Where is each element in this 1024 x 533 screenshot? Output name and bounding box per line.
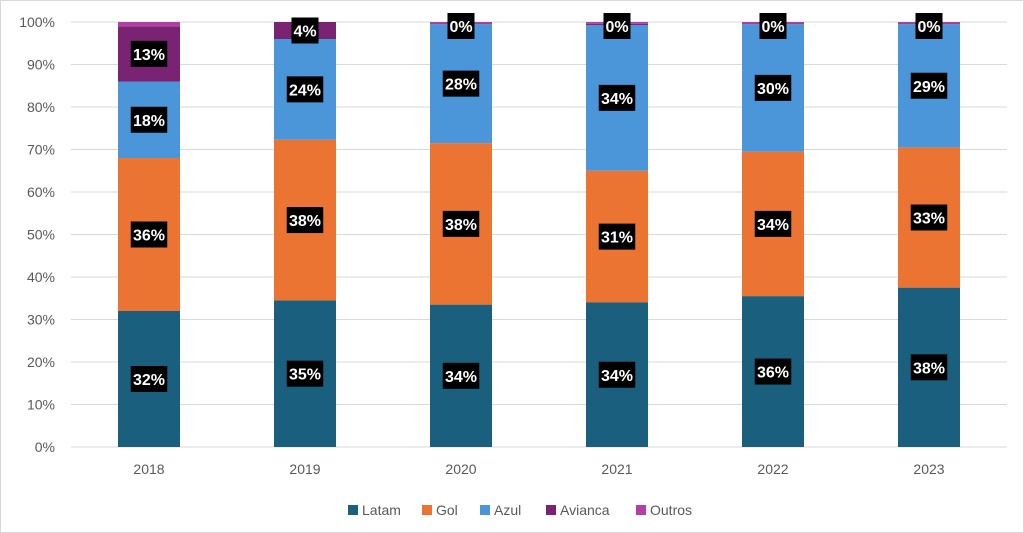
y-tick-label: 50% — [27, 227, 55, 243]
legend-label-azul: Azul — [494, 502, 521, 518]
y-tick-label: 80% — [27, 99, 55, 115]
data-label-latam: 34% — [445, 369, 477, 386]
bar-stack-2018: 32% 36% 18% 13% — [118, 22, 180, 447]
data-label-gol: 38% — [289, 213, 321, 230]
data-label-box — [442, 210, 480, 237]
legend: Latam Gol Azul Avianca Outros — [348, 502, 692, 518]
data-label-azul: 24% — [289, 82, 321, 99]
data-label-latam: 32% — [133, 372, 165, 389]
data-label-box — [754, 74, 792, 101]
legend-label-avianca: Avianca — [560, 502, 610, 518]
data-label-box — [286, 76, 324, 103]
data-label-latam: 35% — [289, 367, 321, 384]
x-tick-label: 2023 — [913, 461, 944, 477]
legend-swatch-azul — [480, 505, 490, 515]
data-label-gol: 38% — [445, 217, 477, 234]
y-tick-label: 60% — [27, 184, 55, 200]
data-label-azul: 18% — [133, 113, 165, 130]
data-label-latam: 34% — [601, 368, 633, 385]
data-label-box — [130, 106, 168, 133]
data-label-box — [130, 366, 168, 392]
bar-stack-2021: 34% 31% 34% 0% — [586, 13, 648, 447]
data-label-avianca: 0% — [605, 19, 628, 36]
x-tick-label: 2021 — [601, 461, 632, 477]
legend-swatch-gol — [422, 505, 432, 515]
data-label-box — [291, 17, 319, 44]
data-label-box — [130, 40, 168, 67]
data-label-box — [910, 72, 948, 99]
data-label-box — [442, 362, 480, 389]
data-label-box — [910, 354, 948, 381]
data-label-gol: 36% — [133, 228, 165, 245]
data-label-avianca: 0% — [917, 19, 940, 36]
data-label-box — [915, 13, 943, 39]
data-label-latam: 38% — [913, 360, 945, 377]
bar-outros-2018 — [118, 22, 180, 27]
data-label-avianca: 4% — [293, 24, 316, 41]
data-label-gol: 34% — [757, 217, 789, 234]
data-label-azul: 28% — [445, 77, 477, 94]
x-tick-label: 2018 — [133, 461, 164, 477]
legend-label-outros: Outros — [650, 502, 692, 518]
y-tick-label: 100% — [19, 14, 55, 30]
data-label-avianca: 0% — [449, 19, 472, 36]
legend-swatch-avianca — [546, 505, 556, 515]
data-label-box — [130, 221, 168, 248]
data-label-box — [598, 84, 636, 111]
data-label-gol: 31% — [601, 230, 633, 247]
data-label-box — [754, 358, 792, 385]
y-tick-label: 40% — [27, 269, 55, 285]
data-label-box — [603, 13, 631, 39]
data-label-box — [598, 361, 636, 388]
y-tick-label: 20% — [27, 354, 55, 370]
data-label-box — [598, 223, 636, 250]
data-label-box — [754, 210, 792, 237]
data-label-azul: 30% — [757, 81, 789, 98]
y-tick-label: 0% — [35, 439, 55, 455]
y-tick-label: 30% — [27, 312, 55, 328]
data-label-box — [442, 70, 480, 97]
x-tick-label: 2022 — [757, 461, 788, 477]
data-label-avianca: 13% — [133, 47, 165, 64]
data-label-box — [286, 207, 324, 234]
legend-label-latam: Latam — [362, 502, 401, 518]
bar-stack-2023: 38% 33% 29% 0% — [898, 13, 960, 447]
data-label-box — [759, 13, 787, 39]
data-label-box — [286, 360, 324, 387]
legend-label-gol: Gol — [436, 502, 458, 518]
x-tick-label: 2020 — [445, 461, 476, 477]
bar-stack-2022: 36% 34% 30% 0% — [742, 13, 804, 447]
bar-stack-2019: 35% 38% 24% 4% — [274, 17, 336, 447]
y-tick-label: 10% — [27, 397, 55, 413]
data-label-gol: 33% — [913, 211, 945, 228]
legend-swatch-outros — [636, 505, 646, 515]
data-label-azul: 29% — [913, 79, 945, 96]
data-label-azul: 34% — [601, 91, 633, 108]
data-label-latam: 36% — [757, 365, 789, 382]
data-label-box — [447, 13, 475, 39]
y-tick-label: 90% — [27, 57, 55, 73]
y-tick-label: 70% — [27, 142, 55, 158]
x-tick-label: 2019 — [289, 461, 320, 477]
bar-stack-2020: 34% 38% 28% 0% — [430, 13, 492, 447]
legend-swatch-latam — [348, 505, 358, 515]
data-label-box — [910, 204, 948, 231]
data-label-avianca: 0% — [761, 19, 784, 36]
